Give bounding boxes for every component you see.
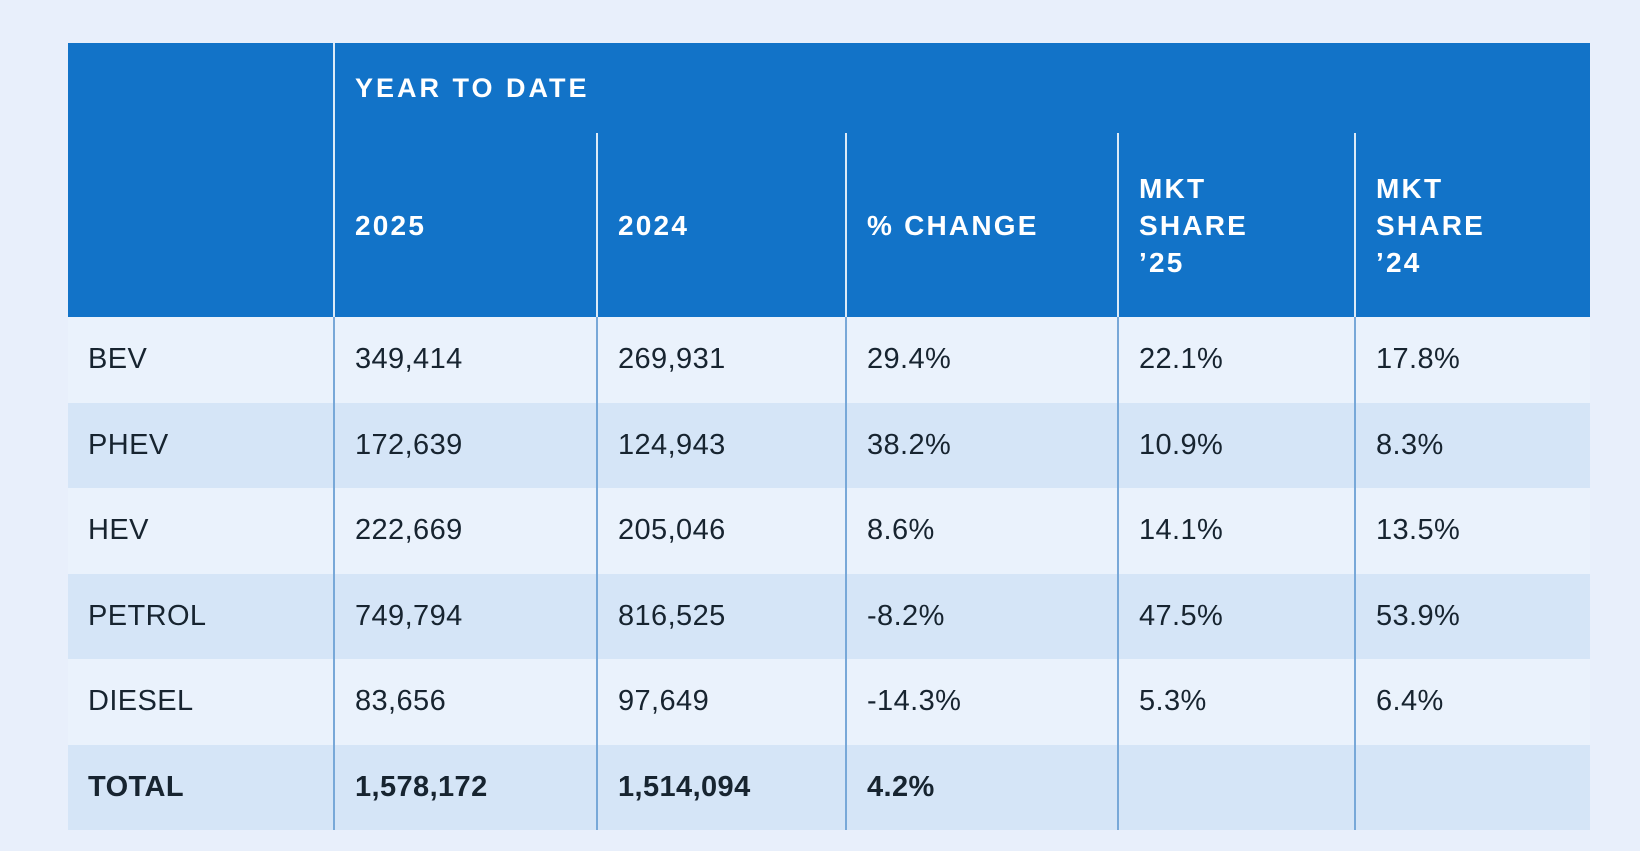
- cell-2025: 222,669: [333, 488, 596, 574]
- column-header-mkt-share-24: MKT SHARE ’24: [1354, 133, 1590, 317]
- table-row-hev: HEV 222,669 205,046 8.6% 14.1% 13.5%: [68, 488, 1590, 574]
- column-header-mkt-share-25: MKT SHARE ’25: [1117, 133, 1354, 317]
- cell-mkt-share-25: [1117, 744, 1354, 830]
- cell-fuel-type: HEV: [88, 514, 149, 547]
- cell-percent-change: -14.3%: [845, 659, 1117, 745]
- cell-percent-change: 8.6%: [845, 488, 1117, 574]
- cell-percent-change: 38.2%: [845, 402, 1117, 488]
- cell-percent-change: 29.4%: [845, 317, 1117, 403]
- cell-mkt-share-24: 53.9%: [1354, 573, 1590, 659]
- cell-fuel-type: TOTAL: [88, 770, 184, 803]
- table-header: YEAR TO DATE 2025 2024 % CHANGE MKT SHAR…: [68, 43, 1590, 317]
- cell-mkt-share-25: 22.1%: [1117, 317, 1354, 403]
- cell-2024: 205,046: [596, 488, 845, 574]
- cell-fuel-type: PETROL: [88, 599, 207, 632]
- column-header-2025: 2025: [333, 133, 596, 317]
- cell-2025: 349,414: [333, 317, 596, 403]
- year-to-date-registrations-table: YEAR TO DATE 2025 2024 % CHANGE MKT SHAR…: [68, 43, 1590, 830]
- table-row-total: TOTAL 1,578,172 1,514,094 4.2%: [68, 744, 1590, 830]
- table-body: BEV 349,414 269,931 29.4% 22.1% 17.8% PH…: [68, 317, 1590, 830]
- cell-2025: 172,639: [333, 402, 596, 488]
- column-header-percent-change: % CHANGE: [845, 133, 1117, 317]
- cell-2025: 1,578,172: [333, 744, 596, 830]
- cell-fuel-type: PHEV: [88, 428, 169, 461]
- table-row-petrol: PETROL 749,794 816,525 -8.2% 47.5% 53.9%: [68, 573, 1590, 659]
- cell-2024: 269,931: [596, 317, 845, 403]
- table-row-diesel: DIESEL 83,656 97,649 -14.3% 5.3% 6.4%: [68, 659, 1590, 745]
- cell-percent-change: 4.2%: [845, 744, 1117, 830]
- cell-mkt-share-24: 6.4%: [1354, 659, 1590, 745]
- cell-mkt-share-25: 5.3%: [1117, 659, 1354, 745]
- table-row-phev: PHEV 172,639 124,943 38.2% 10.9% 8.3%: [68, 402, 1590, 488]
- cell-2024: 97,649: [596, 659, 845, 745]
- cell-mkt-share-25: 10.9%: [1117, 402, 1354, 488]
- cell-mkt-share-25: 47.5%: [1117, 573, 1354, 659]
- group-header-year-to-date: YEAR TO DATE: [333, 43, 1590, 133]
- cell-mkt-share-24: 17.8%: [1354, 317, 1590, 403]
- column-header-2024: 2024: [596, 133, 845, 317]
- cell-mkt-share-24: [1354, 744, 1590, 830]
- cell-fuel-type: BEV: [88, 343, 148, 376]
- cell-2025: 83,656: [333, 659, 596, 745]
- cell-2024: 124,943: [596, 402, 845, 488]
- cell-fuel-type: DIESEL: [88, 685, 194, 718]
- table-row-bev: BEV 349,414 269,931 29.4% 22.1% 17.8%: [68, 317, 1590, 403]
- cell-2024: 1,514,094: [596, 744, 845, 830]
- cell-mkt-share-25: 14.1%: [1117, 488, 1354, 574]
- cell-2024: 816,525: [596, 573, 845, 659]
- cell-mkt-share-24: 8.3%: [1354, 402, 1590, 488]
- cell-percent-change: -8.2%: [845, 573, 1117, 659]
- cell-mkt-share-24: 13.5%: [1354, 488, 1590, 574]
- header-corner-cell: [68, 43, 333, 317]
- cell-2025: 749,794: [333, 573, 596, 659]
